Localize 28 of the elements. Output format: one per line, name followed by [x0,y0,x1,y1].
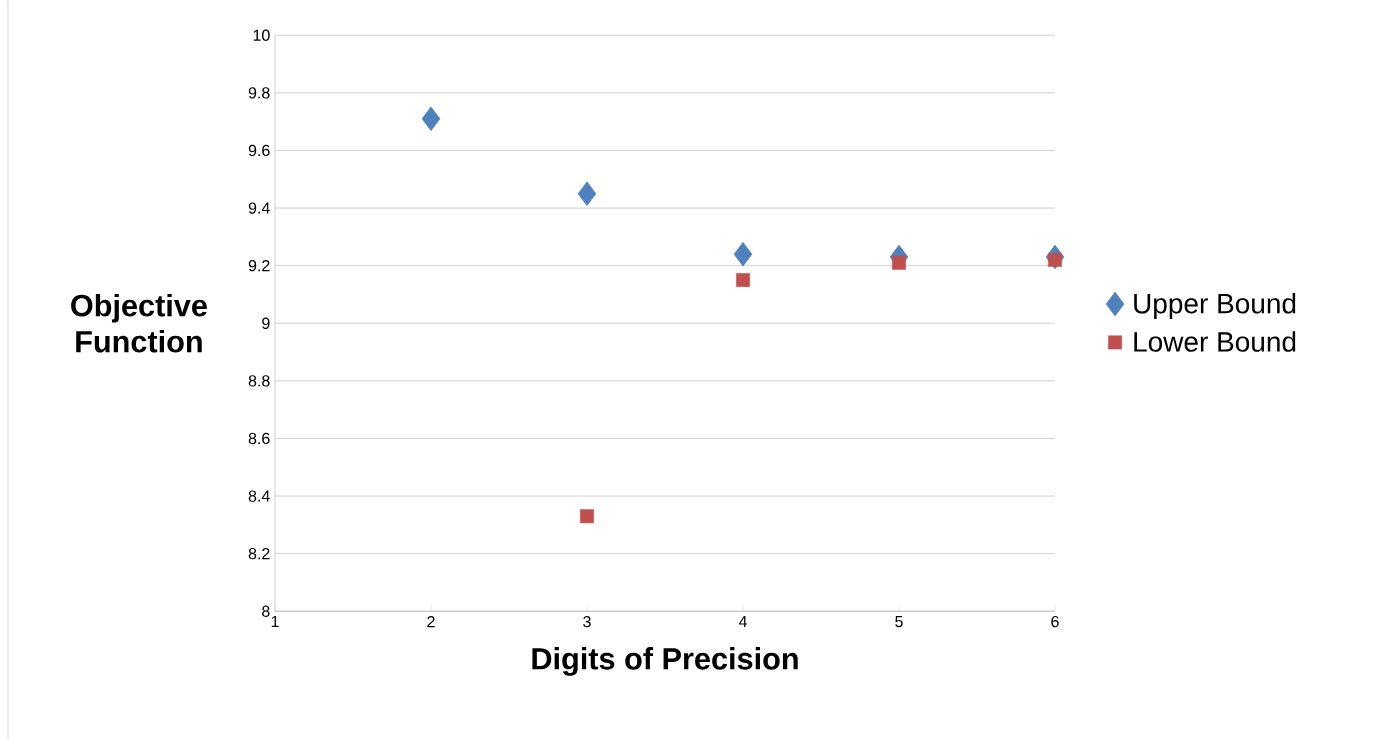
y-tick-label: 9.8 [248,87,270,99]
point [1048,253,1062,268]
x-tick-label: 2 [427,616,435,628]
y-tick-label: 10 [253,29,270,42]
y-tick-label: 9 [262,317,270,330]
x-tick-label: 3 [583,616,591,628]
point [421,106,441,132]
point [892,256,906,270]
x-tick-label: 5 [895,616,903,628]
point [580,509,594,524]
legend-label: Lower Bound [1134,331,1296,353]
point [736,273,750,288]
point [577,181,597,207]
legend-label: Upper Bound [1134,293,1296,320]
y-tick-label: 9.6 [248,145,270,157]
x-tick-label: 6 [1051,616,1059,628]
point [733,242,753,267]
x-tick-label: 4 [738,616,747,628]
x-axis-title: Digits of Precision [532,647,798,677]
y-tick-label: 8.4 [248,490,270,502]
y-tick-label: 8.6 [248,433,270,445]
y-tick-label: 8.8 [248,375,270,387]
y-tick-label: 8.2 [248,548,270,560]
y-tick-label: 9.2 [248,260,270,272]
y-tick-label: 9.4 [248,202,270,214]
x-tick-label: 1 [271,616,279,628]
y-axis-title: Objective Function [71,294,207,353]
y-tick-label: 8 [262,605,270,618]
